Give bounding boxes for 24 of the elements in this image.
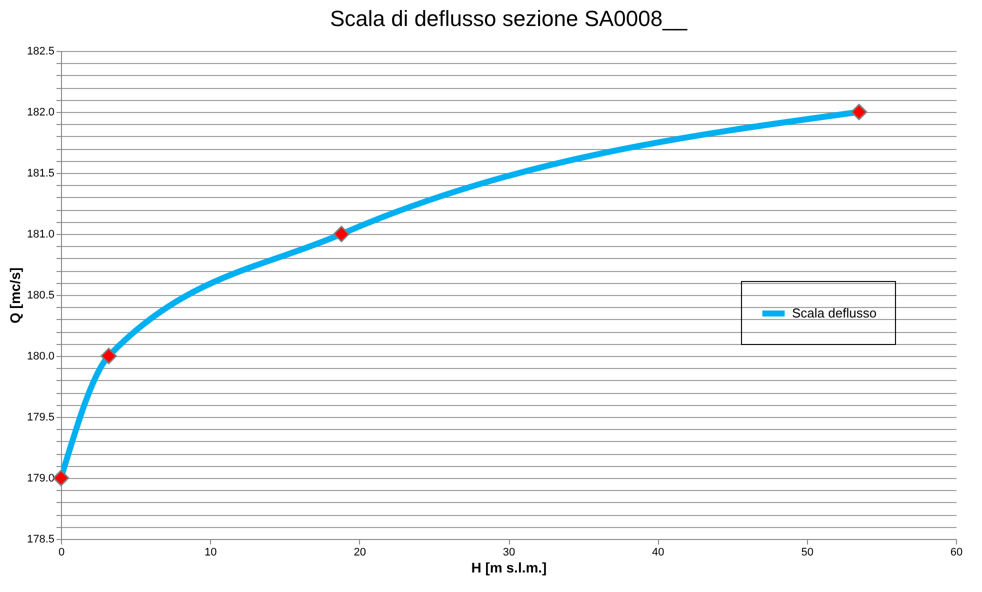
- x-tick-label: 50: [801, 546, 814, 558]
- point: [52, 470, 70, 486]
- x-tick-label: 40: [652, 546, 664, 558]
- y-tick-label: 179.0: [26, 472, 54, 484]
- y-axis-title: Q [mc/s]: [6, 267, 23, 324]
- point: [850, 104, 868, 120]
- x-tick-label: 60: [950, 546, 963, 558]
- y-tick-label: 181.5: [26, 168, 54, 180]
- x-tick-label: 30: [502, 546, 516, 558]
- legend-label: Scala deflusso: [792, 306, 877, 320]
- x-tick-label: 10: [204, 546, 217, 558]
- y-tick-label: 181.0: [26, 228, 54, 240]
- y-tick-label: 179.5: [26, 412, 54, 424]
- x-tick-label: 20: [354, 546, 366, 558]
- y-tick-label: 182.5: [26, 46, 54, 58]
- y-tick-label: 182.0: [26, 106, 54, 118]
- y-tick-label: 180.0: [26, 350, 54, 362]
- x-tick-label: 0: [58, 546, 65, 558]
- x-axis-title: H [m s.l.m.]: [471, 560, 547, 576]
- point: [333, 226, 350, 242]
- point: [100, 348, 117, 364]
- y-tick-label: 180.5: [26, 290, 54, 302]
- y-tick-label: 178.5: [26, 534, 54, 546]
- chart-title: Scala di deflusso sezione SA0008__: [330, 6, 688, 31]
